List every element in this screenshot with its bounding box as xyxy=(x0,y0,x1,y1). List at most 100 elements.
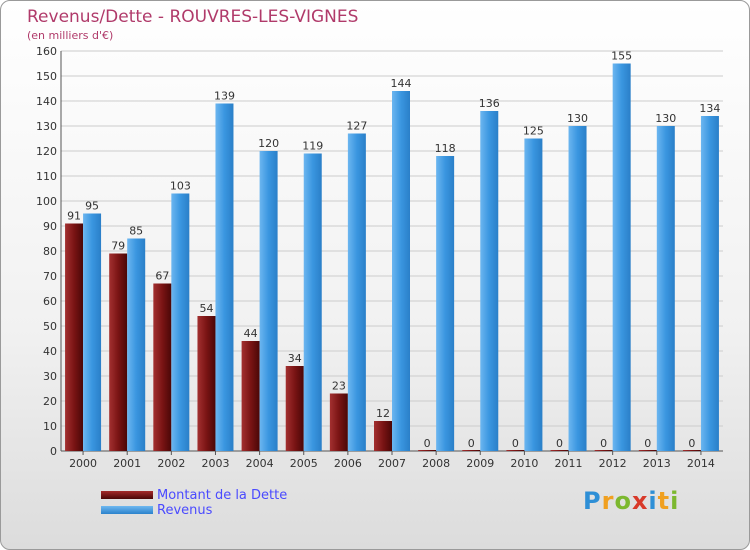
y-tick-label: 50 xyxy=(43,320,57,333)
bar-debt xyxy=(594,450,613,451)
chart-title: Revenus/Dette - ROUVRES-LES-VIGNES xyxy=(27,7,359,27)
data-label-debt: 0 xyxy=(644,437,651,450)
bar-revenue xyxy=(480,111,499,451)
bar-revenue xyxy=(215,103,234,451)
x-tick-label: 2002 xyxy=(157,457,185,470)
y-tick-label: 70 xyxy=(43,270,57,283)
x-tick-label: 2005 xyxy=(290,457,318,470)
bar-revenue xyxy=(259,151,278,451)
logo-letter: r xyxy=(601,487,615,515)
y-tick-label: 140 xyxy=(36,95,57,108)
data-label-revenue: 127 xyxy=(346,120,367,133)
bar-debt xyxy=(109,253,128,451)
bar-revenue xyxy=(127,238,146,451)
bar-revenue xyxy=(524,138,543,451)
data-label-revenue: 130 xyxy=(655,112,676,125)
data-label-revenue: 119 xyxy=(302,140,323,153)
data-label-debt: 0 xyxy=(600,437,607,450)
data-label-revenue: 155 xyxy=(611,50,632,63)
bar-revenue xyxy=(303,153,322,451)
x-tick-label: 2011 xyxy=(555,457,583,470)
x-tick-label: 2014 xyxy=(687,457,715,470)
bar-debt xyxy=(418,450,437,451)
x-tick-label: 2007 xyxy=(378,457,406,470)
y-tick-label: 80 xyxy=(43,245,57,258)
y-tick-label: 100 xyxy=(36,195,57,208)
data-label-debt: 0 xyxy=(512,437,519,450)
data-label-debt: 0 xyxy=(556,437,563,450)
x-tick-label: 2008 xyxy=(422,457,450,470)
bar-debt xyxy=(682,450,701,451)
bar-revenue xyxy=(568,126,587,451)
data-label-debt: 0 xyxy=(424,437,431,450)
y-tick-label: 0 xyxy=(50,445,57,458)
y-tick-label: 120 xyxy=(36,145,57,158)
data-label-debt: 12 xyxy=(376,407,390,420)
y-tick-label: 110 xyxy=(36,170,57,183)
y-tick-label: 150 xyxy=(36,70,57,83)
x-tick-label: 2006 xyxy=(334,457,362,470)
x-tick-label: 2012 xyxy=(599,457,627,470)
bar-debt xyxy=(197,316,216,451)
logo-letter: o xyxy=(614,487,632,515)
y-tick-label: 20 xyxy=(43,395,57,408)
data-label-debt: 34 xyxy=(288,352,302,365)
y-tick-label: 160 xyxy=(36,45,57,58)
bar-revenue xyxy=(656,126,675,451)
data-label-debt: 44 xyxy=(244,327,258,340)
bar-revenue xyxy=(171,193,190,451)
y-tick-label: 130 xyxy=(36,120,57,133)
data-label-revenue: 136 xyxy=(479,97,500,110)
bar-debt xyxy=(506,450,525,451)
data-label-debt: 54 xyxy=(199,302,213,315)
data-label-revenue: 139 xyxy=(214,90,235,103)
bar-debt xyxy=(462,450,481,451)
bar-debt xyxy=(550,450,569,451)
logo-letter: x xyxy=(631,487,649,515)
data-label-revenue: 134 xyxy=(699,102,720,115)
chart-subtitle: (en milliers d'€) xyxy=(27,29,114,42)
data-label-revenue: 130 xyxy=(567,112,588,125)
y-tick-label: 40 xyxy=(43,345,57,358)
bar-debt xyxy=(638,450,657,451)
data-label-revenue: 85 xyxy=(129,225,143,238)
bar-debt xyxy=(153,283,172,451)
x-tick-label: 2001 xyxy=(113,457,141,470)
bar-revenue xyxy=(347,133,366,451)
bar-revenue xyxy=(83,213,102,451)
data-label-revenue: 95 xyxy=(85,200,99,213)
data-label-debt: 23 xyxy=(332,380,346,393)
data-label-debt: 79 xyxy=(111,240,125,253)
legend-item-debt: Montant de la Dette xyxy=(101,488,287,503)
bar-revenue xyxy=(700,116,719,451)
data-label-revenue: 125 xyxy=(523,125,544,138)
logo-letter: P xyxy=(583,487,602,515)
bar-debt xyxy=(374,421,392,451)
x-tick-label: 2009 xyxy=(466,457,494,470)
data-label-debt: 67 xyxy=(155,270,169,283)
logo-letter: t xyxy=(657,487,671,515)
bar-revenue xyxy=(612,63,631,451)
y-tick-label: 30 xyxy=(43,370,57,383)
data-label-revenue: 144 xyxy=(391,77,412,90)
legend-swatch-debt xyxy=(101,491,153,499)
data-label-revenue: 120 xyxy=(258,137,279,150)
bar-debt xyxy=(241,341,260,451)
x-tick-label: 2013 xyxy=(643,457,671,470)
legend-label-revenue: Revenus xyxy=(157,502,213,518)
proxiti-logo: Proxiti xyxy=(583,487,679,515)
bar-debt xyxy=(65,223,84,451)
legend-item-revenue: Revenus xyxy=(101,502,213,518)
data-label-revenue: 118 xyxy=(435,142,456,155)
logo-letter: i xyxy=(648,487,658,515)
bar-revenue xyxy=(392,91,410,451)
x-tick-label: 2004 xyxy=(246,457,274,470)
bar-debt xyxy=(285,366,304,451)
logo-letter: i xyxy=(670,487,680,515)
x-tick-label: 2000 xyxy=(69,457,97,470)
y-tick-label: 10 xyxy=(43,420,57,433)
x-tick-label: 2010 xyxy=(510,457,538,470)
bar-revenue xyxy=(436,156,455,451)
